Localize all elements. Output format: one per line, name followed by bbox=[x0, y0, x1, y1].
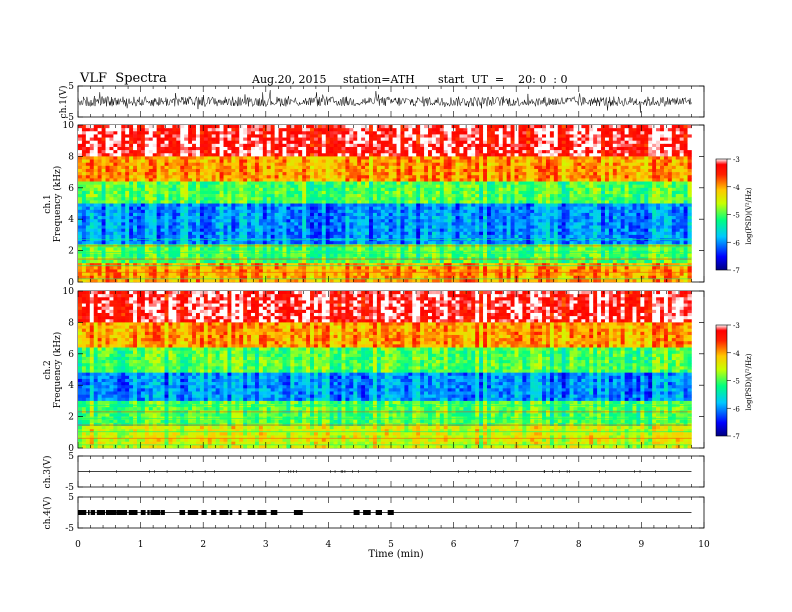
ch3-waveform-spikes bbox=[89, 470, 656, 473]
ch2-frequency-label: Frequency (kHz) bbox=[52, 332, 63, 409]
ch2-spectrogram-ytick-label: 2 bbox=[68, 413, 74, 423]
x-tick-label: 6 bbox=[451, 540, 457, 550]
colorbar-tick-label: -5 bbox=[733, 212, 740, 220]
x-tick-label: 1 bbox=[138, 540, 144, 550]
ch2-spectrogram-ytick-label: 0 bbox=[68, 444, 74, 454]
ch4-waveform-ytick-label: 5 bbox=[68, 493, 74, 503]
ch1-spectrogram-ytick-label: 0 bbox=[68, 278, 74, 288]
colorbar-tick-label: -6 bbox=[733, 405, 740, 413]
ch2-colorbar-label: log(PSD)(V²/Hz) bbox=[745, 353, 753, 410]
colorbar-tick-label: -7 bbox=[733, 433, 740, 441]
x-tick-label: 3 bbox=[263, 540, 269, 550]
ch2-spectrogram bbox=[78, 291, 692, 449]
ch1-spectrogram-ytick-label: 2 bbox=[68, 247, 74, 257]
ch3-waveform-ytick-label: -5 bbox=[65, 483, 74, 493]
colorbar-tick-label: -4 bbox=[733, 350, 740, 358]
ch2-spectrogram-ytick-label: 8 bbox=[68, 318, 74, 328]
ch1-waveform-ytick-label: -5 bbox=[65, 113, 74, 123]
x-axis-label: Time (min) bbox=[368, 549, 423, 560]
ch4-waveform-ytick-label: -5 bbox=[65, 524, 74, 534]
ch1-spectrogram-ytick-label: 10 bbox=[63, 121, 75, 131]
ch1-spectrogram-ytick-label: 8 bbox=[68, 152, 74, 162]
ch2-spectrogram-ytick-label: 10 bbox=[63, 287, 75, 297]
date-label: Aug.20, 2015 bbox=[252, 73, 327, 86]
start-time-label: start UT = 20: 0 : 0 bbox=[438, 73, 568, 86]
ch1-waveform-line bbox=[77, 90, 692, 113]
x-tick-label: 8 bbox=[576, 540, 582, 550]
ch2-spectrogram-ytick-label: 4 bbox=[68, 381, 74, 391]
ch1-spectrogram-ytick-label: 4 bbox=[68, 215, 74, 225]
ch1-colorbar bbox=[715, 158, 728, 271]
ch1-colorbar-label: log(PSD)(V²/Hz) bbox=[745, 187, 753, 244]
ch3-waveform-ylabel: ch.3(V) bbox=[42, 456, 53, 489]
ch1-waveform-ytick-label: 5 bbox=[68, 82, 74, 92]
ch2-channel-label: ch.2 bbox=[43, 360, 53, 379]
colorbar-tick-label: -3 bbox=[733, 322, 740, 330]
ch1-waveform-ylabel: ch.1(V) bbox=[58, 86, 69, 119]
ch4-pulse-train bbox=[78, 510, 394, 515]
ch2-colorbar-ticks: -3 -4 -5 -6 -7 bbox=[727, 322, 740, 441]
x-tick-label: 0 bbox=[75, 540, 81, 550]
ch2-colorbar bbox=[715, 324, 728, 437]
x-tick-label: 2 bbox=[200, 540, 206, 550]
x-tick-label: 4 bbox=[326, 540, 332, 550]
x-axis-ticks: 0 1 2 3 4 5 6 7 8 9 10 bbox=[75, 86, 710, 550]
x-tick-label: 9 bbox=[639, 540, 645, 550]
ch4-waveform-ylabel: ch.4(V) bbox=[42, 497, 53, 530]
ch1-frequency-label: Frequency (kHz) bbox=[52, 166, 63, 243]
colorbar-tick-label: -7 bbox=[733, 267, 740, 275]
ch2-spectrogram-ytick-label: 6 bbox=[68, 350, 74, 360]
colorbar-tick-label: -6 bbox=[733, 239, 740, 247]
colorbar-tick-label: -3 bbox=[733, 156, 740, 164]
x-tick-label: 5 bbox=[388, 540, 394, 550]
ch3-waveform-ytick-label: 5 bbox=[68, 452, 74, 462]
ch1-colorbar-ticks: -3 -4 -5 -6 -7 bbox=[727, 156, 740, 275]
x-tick-label: 10 bbox=[698, 540, 710, 550]
ch1-spectrogram bbox=[78, 125, 692, 283]
chart-title: VLF Spectra bbox=[80, 71, 167, 86]
x-tick-label: 7 bbox=[513, 540, 519, 550]
colorbar-tick-label: -4 bbox=[733, 184, 740, 192]
station-label: station=ATH bbox=[343, 73, 415, 86]
colorbar-tick-label: -5 bbox=[733, 378, 740, 386]
ch1-spectrogram-ytick-label: 6 bbox=[68, 184, 74, 194]
ch1-channel-label: ch.1 bbox=[43, 194, 53, 213]
